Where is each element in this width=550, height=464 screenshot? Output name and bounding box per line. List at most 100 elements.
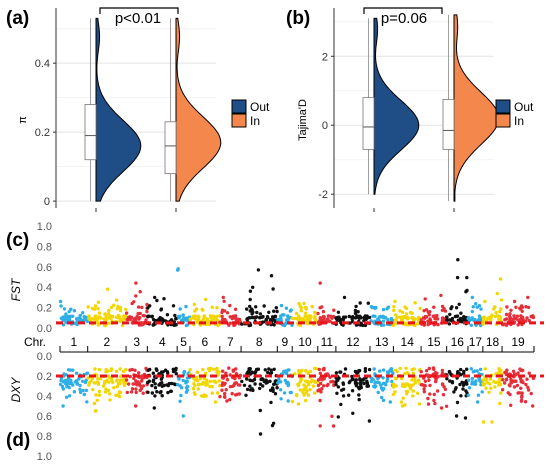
fst-point — [298, 304, 302, 308]
dxy-point — [318, 424, 322, 428]
dxy-point — [151, 378, 156, 382]
fst-point — [282, 313, 286, 317]
panel-a-violins — [84, 17, 222, 202]
fst-point — [336, 310, 341, 314]
dxy-point — [343, 367, 348, 371]
dxy-point — [508, 392, 512, 397]
dxy-point — [476, 400, 480, 404]
fst-point — [294, 311, 299, 316]
c-ytick-label: 0.0 — [37, 323, 52, 335]
fst-point — [305, 322, 310, 326]
fst-point — [273, 314, 277, 319]
dxy-point — [498, 380, 502, 384]
fst-point — [400, 310, 405, 314]
fst-point — [369, 305, 374, 309]
fst-point — [256, 268, 261, 272]
b-ytick-label: 2 — [322, 51, 328, 63]
dxy-point — [334, 382, 338, 387]
dxy-point — [504, 371, 509, 376]
d-ytick-label: 0.0 — [37, 351, 52, 363]
dxy-point — [259, 377, 263, 382]
fst-point — [341, 317, 346, 322]
fst-point — [211, 314, 216, 318]
b-ytick-label: 0 — [322, 120, 328, 132]
fst-point — [450, 318, 454, 323]
fst-point — [403, 315, 407, 319]
fst-point — [82, 318, 87, 322]
dxy-point — [316, 378, 321, 382]
fst-point — [379, 314, 383, 319]
dxy-point — [505, 368, 509, 372]
chromosome-label: 18 — [486, 335, 500, 349]
dxy-point — [467, 378, 471, 382]
fst-point — [138, 316, 142, 320]
fst-point — [358, 301, 362, 305]
chromosome-label: 11 — [321, 335, 334, 349]
fst-point — [335, 317, 339, 321]
fst-point — [121, 317, 126, 321]
fst-point — [392, 308, 396, 313]
dxy-point — [398, 366, 402, 371]
fst-point — [150, 315, 154, 319]
fst-point — [290, 316, 295, 320]
dxy-point — [340, 388, 344, 392]
fst-point — [258, 312, 263, 316]
dxy-point — [279, 397, 283, 401]
dxy-point — [388, 400, 392, 404]
fst-point — [94, 316, 98, 320]
dxy-point — [440, 371, 445, 375]
dxy-point — [117, 395, 122, 399]
a-ytick-label: 0.2 — [35, 127, 50, 139]
panel-d-ylabel: DXY — [9, 377, 23, 403]
fst-point — [295, 316, 299, 321]
dxy-point — [67, 381, 72, 385]
dxy-point — [308, 369, 313, 374]
dxy-point — [411, 394, 415, 398]
dxy-point — [500, 388, 505, 392]
chromosome-ruler: Chr. 1 2 3 4 5 6 7 8 9 10 11 12 13 14 15 16 17 18 19 — [24, 335, 535, 353]
dxy-point — [128, 374, 132, 379]
dxy-point — [269, 400, 273, 405]
dxy-point — [87, 383, 91, 387]
fst-point — [366, 301, 370, 305]
dxy-point — [124, 367, 128, 372]
dxy-point — [531, 404, 535, 408]
dxy-point — [358, 377, 362, 381]
dxy-point — [306, 393, 311, 397]
b-box-in — [442, 98, 455, 150]
dxy-point — [336, 415, 340, 419]
fst-point — [404, 306, 409, 311]
fst-point — [328, 319, 332, 324]
dxy-point — [311, 384, 315, 388]
fst-point — [508, 312, 512, 316]
fst-point — [353, 311, 358, 316]
c-ytick-label: 1.0 — [37, 221, 52, 233]
dxy-point — [409, 385, 413, 390]
dxy-point — [225, 378, 230, 382]
dxy-point — [223, 391, 227, 396]
fst-point — [265, 315, 270, 319]
dxy-point — [478, 367, 483, 372]
fst-point — [440, 318, 445, 323]
fst-point — [504, 312, 509, 317]
fst-point — [275, 309, 279, 314]
dxy-point — [193, 383, 197, 388]
fst-point — [348, 321, 352, 325]
dxy-point — [477, 376, 482, 381]
dxy-point — [218, 384, 222, 388]
dxy-point — [317, 367, 321, 372]
dxy-point — [306, 381, 310, 385]
dxy-point — [450, 381, 455, 385]
fst-point — [471, 305, 475, 309]
fst-point — [81, 311, 85, 315]
fst-point — [144, 318, 148, 322]
fst-point — [450, 305, 454, 309]
dxy-point — [365, 379, 369, 383]
dxy-point — [246, 370, 250, 375]
fst-point — [202, 314, 206, 319]
dxy-point — [97, 389, 102, 394]
dxy-point — [351, 377, 355, 381]
dxy-point — [518, 367, 522, 371]
panel-b-ylabel: Tajima'D — [297, 99, 309, 141]
fst-point — [178, 307, 182, 311]
